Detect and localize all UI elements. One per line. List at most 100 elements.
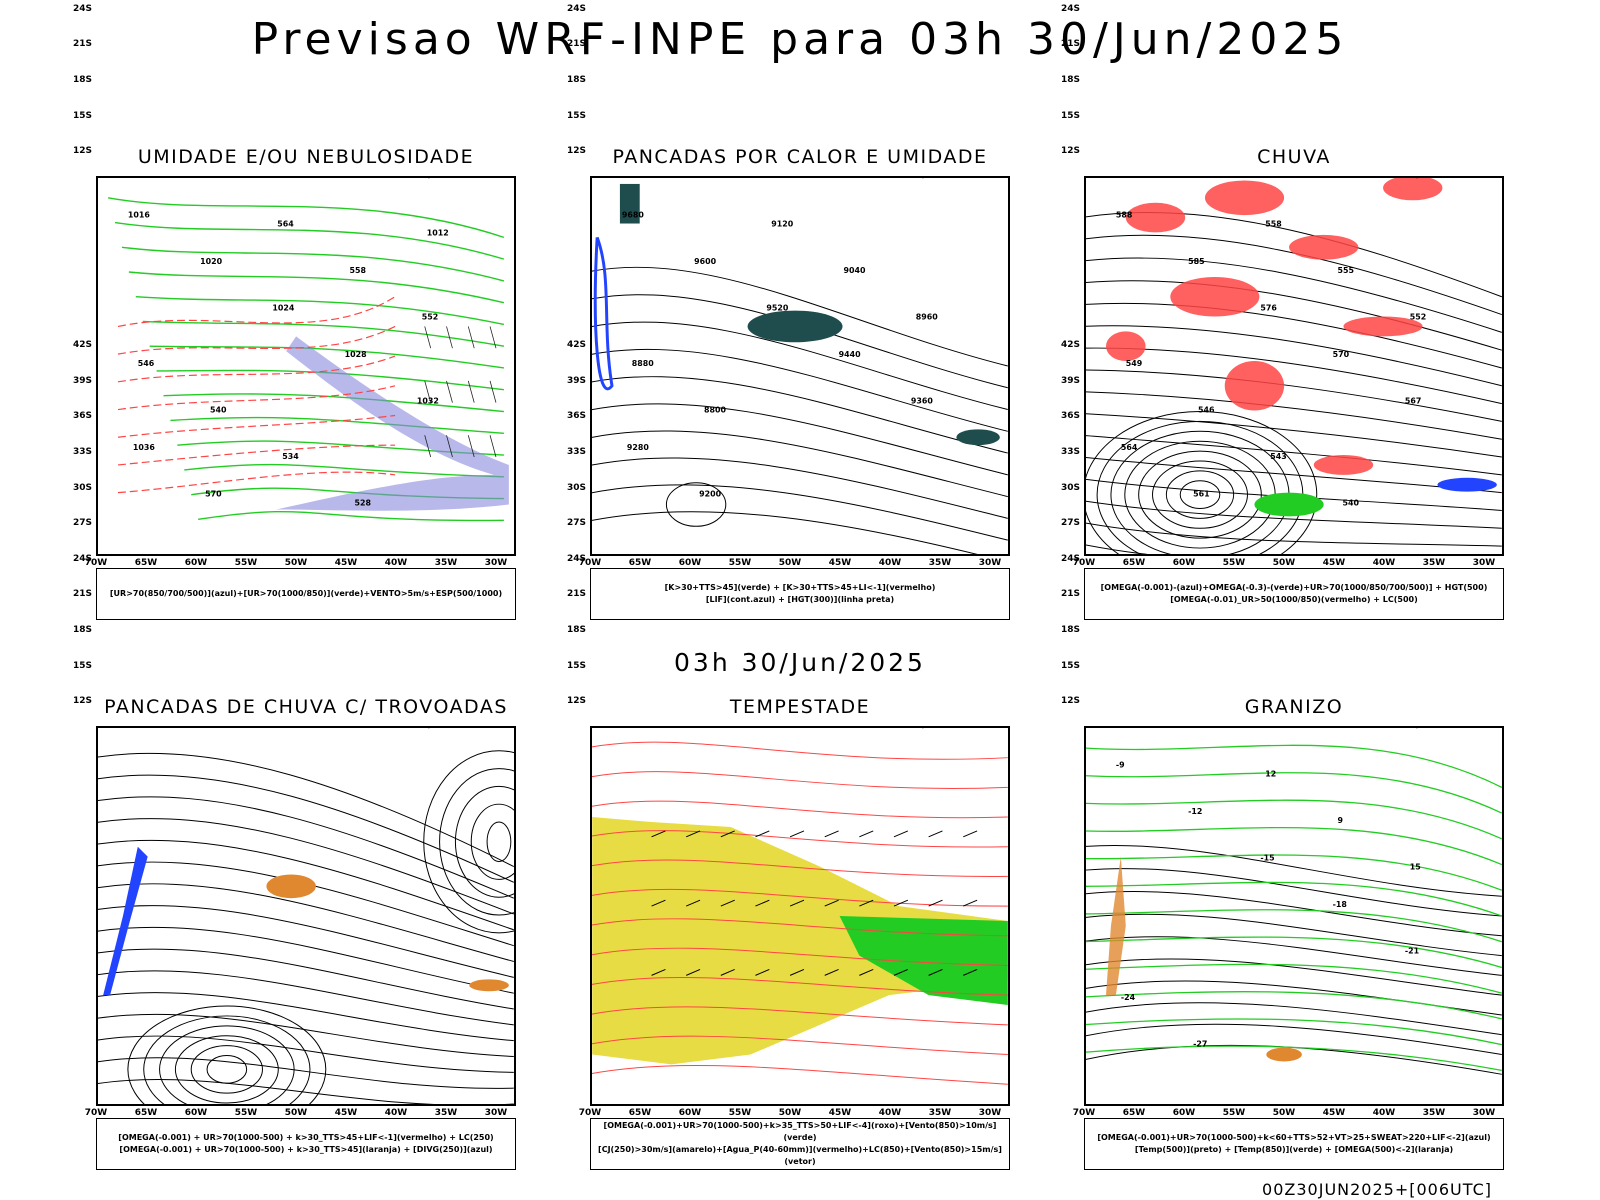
streamline <box>592 1006 1008 1026</box>
temp850-contour <box>1086 909 1502 943</box>
latitude-label: 12S <box>1060 146 1080 157</box>
longitude-label: 55W <box>234 1108 258 1118</box>
longitude-label: 40W <box>384 1108 408 1118</box>
longitude-label: 65W <box>134 1108 158 1118</box>
latitude-label: 42S <box>1060 340 1080 350</box>
latitude-label: 12S <box>72 146 92 157</box>
coastline <box>922 728 924 729</box>
latitude-label: 33S <box>72 446 92 457</box>
contour-label: 540 <box>210 406 227 415</box>
contour-label: -24 <box>1121 993 1136 1002</box>
contour-label: 12 <box>1265 769 1276 778</box>
longitude-label: 50W <box>778 558 802 568</box>
streamline <box>98 905 514 978</box>
panel-granizo: GRANIZO -9 -12 -15 -18 -21 -24 -27 12 9 15 [OMEGA… <box>1061 340 1504 1170</box>
rain-area <box>1224 361 1285 411</box>
wind-vector <box>755 968 770 976</box>
streamline <box>98 1057 514 1089</box>
longitude-label: 35W <box>434 558 458 568</box>
streamline <box>592 800 1008 819</box>
latitude-label: 42S <box>566 340 586 350</box>
latitude-label: 15S <box>1060 660 1080 671</box>
lif-contour <box>593 236 614 391</box>
longitude-label: 60W <box>184 558 208 568</box>
streamline <box>98 992 514 1042</box>
wind-vector <box>928 968 943 976</box>
longitude-label: 65W <box>134 558 158 568</box>
contour-label: 528 <box>354 499 371 508</box>
panel-title: TEMPESTADE <box>729 696 871 718</box>
latitude-label: 21S <box>1060 589 1080 600</box>
latitude-label: 12S <box>72 696 92 707</box>
streamline <box>439 768 514 916</box>
contour-label: 8800 <box>704 406 727 415</box>
streamline <box>1086 413 1502 458</box>
main-title: Previsao WRF-INPE para 03h 30/Jun/2025 <box>251 14 1349 65</box>
streamline <box>1086 522 1502 547</box>
contour-label: 564 <box>277 219 294 228</box>
streamline <box>98 796 514 899</box>
thickness-contour <box>117 471 396 494</box>
wind-vector <box>720 968 735 976</box>
streamline <box>190 1045 263 1094</box>
latitude-label: 42S <box>72 340 92 350</box>
map-pancadas-calor: 9680 9600 9520 9440 9360 9280 9200 9120 9040 8960… <box>590 176 1010 556</box>
latitude-label: 24S <box>1060 553 1080 564</box>
wind-vector <box>859 899 874 907</box>
latitude-label: 15S <box>566 660 586 671</box>
streamline <box>174 1035 279 1104</box>
wind-vector <box>824 899 839 907</box>
contour-label: 588 <box>1116 211 1133 220</box>
wind-vector <box>963 968 978 976</box>
latitude-label: 36S <box>566 411 586 422</box>
contour-label: 15 <box>1410 862 1421 871</box>
contour-label: 9600 <box>694 257 717 266</box>
temp500-contour <box>1086 958 1502 996</box>
rain-area <box>1343 316 1423 337</box>
contour-label: 546 <box>1198 406 1215 415</box>
contour-label: 1036 <box>133 443 156 452</box>
longitude-label: 30W <box>978 558 1002 568</box>
humidity-band <box>276 336 509 511</box>
streamline <box>98 861 514 947</box>
latitude-label: 30S <box>1060 482 1080 493</box>
valid-time-label: 03h 30/Jun/2025 <box>674 648 926 677</box>
map-granizo: -9 -12 -15 -18 -21 -24 -27 12 9 15 <box>1084 726 1504 1106</box>
orange-area <box>469 979 509 992</box>
height-contour <box>1138 450 1262 539</box>
legend-line: [OMEGA(-0.001)-(azul)+OMEGA(-0.3)-(verde… <box>1100 583 1488 592</box>
wind-vector <box>489 435 497 458</box>
temp850-contour <box>1086 881 1502 917</box>
map-umidade: 1016 1020 1024 1028 1032 1036 570 564 558 552 546 5… <box>96 176 516 556</box>
latitude-label: 39S <box>1060 375 1080 386</box>
thickness-contour <box>117 355 396 383</box>
legend-line: [K>30+TTS>45](verde) + [K>30+TTS>45+LI<-… <box>664 583 936 592</box>
latitude-label: 24S <box>72 3 92 14</box>
contour-label: 576 <box>1260 304 1277 313</box>
map-tempestade <box>590 726 1010 1106</box>
longitude-label: 65W <box>628 1108 652 1118</box>
streamline <box>159 1025 295 1104</box>
longitude-label: 45W <box>828 1108 852 1118</box>
humidity-contour <box>114 221 505 260</box>
wind-vector <box>446 380 453 403</box>
longitude-label: 70W <box>578 1108 602 1118</box>
streamline <box>1086 325 1502 387</box>
wind-vector <box>859 830 874 838</box>
longitude-label: 30W <box>1472 1108 1496 1118</box>
streamline <box>592 947 1008 966</box>
legend-granizo: [OMEGA(-0.001)+UR>70(1000-500)+k<60+TTS>… <box>1084 1118 1504 1170</box>
longitude-label: 55W <box>1222 558 1246 568</box>
contour-label: 9440 <box>839 350 862 359</box>
latitude-label: 12S <box>566 146 586 157</box>
contour-label: 9120 <box>771 219 794 228</box>
longitude-label: 45W <box>1322 558 1346 568</box>
contour-label: 1020 <box>200 257 223 266</box>
latitude-label: 21S <box>566 589 586 600</box>
streamline <box>1086 544 1148 554</box>
wind-vector <box>893 830 909 838</box>
wind-vector <box>928 899 943 907</box>
contour-label: 543 <box>1270 452 1287 461</box>
contour-label: -18 <box>1333 900 1348 909</box>
humidity-contour <box>135 296 505 326</box>
